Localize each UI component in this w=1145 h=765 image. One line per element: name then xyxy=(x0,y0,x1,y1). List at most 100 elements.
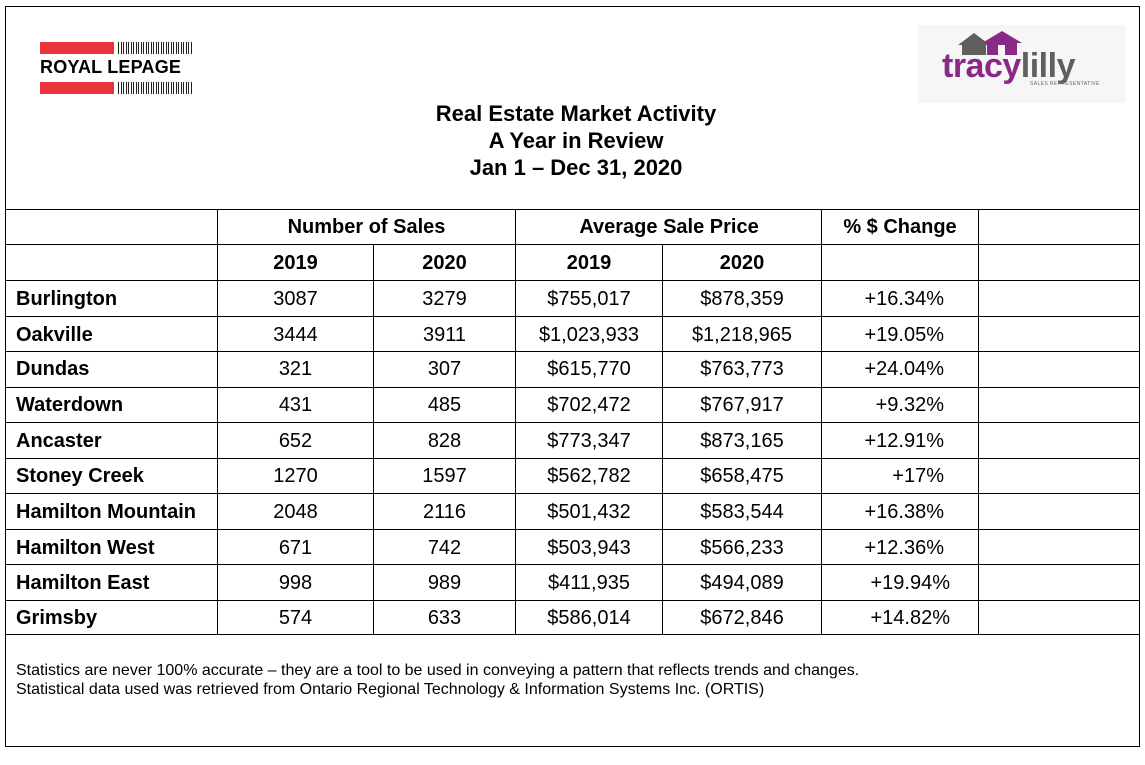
change-cell: +17% xyxy=(892,465,944,487)
price-2019-cell: $702,472 xyxy=(547,394,631,416)
sales-2019-cell: 1270 xyxy=(273,465,318,487)
footnotes: Statistics are never 100% accurate – the… xyxy=(16,661,859,699)
tracy-lilly-wordmark: tracylilly xyxy=(942,47,1075,86)
column-divider xyxy=(978,209,979,635)
header-price-2020: 2020 xyxy=(719,252,765,274)
document-frame xyxy=(5,6,1140,747)
column-divider xyxy=(662,244,663,635)
sales-2019-cell: 3444 xyxy=(273,324,318,346)
change-cell: +16.34% xyxy=(864,288,944,310)
price-2020-cell: $878,359 xyxy=(700,288,784,310)
change-cell: +14.82% xyxy=(870,607,950,629)
table-rule xyxy=(5,422,1140,423)
sales-2020-cell: 633 xyxy=(427,607,462,629)
change-cell: +9.32% xyxy=(875,394,944,416)
logo-barcode-bottom xyxy=(118,82,192,94)
city-name: Stoney Creek xyxy=(16,465,144,487)
city-name: Ancaster xyxy=(16,430,102,452)
table-rule xyxy=(5,493,1140,494)
price-2019-cell: $411,935 xyxy=(548,572,630,594)
sales-2020-cell: 828 xyxy=(427,430,462,452)
table-rule xyxy=(5,244,1140,245)
header-sales-2019: 2019 xyxy=(273,252,318,274)
price-2019-cell: $1,023,933 xyxy=(538,324,640,346)
header-sales-2020: 2020 xyxy=(422,252,467,274)
price-2019-cell: $562,782 xyxy=(547,465,631,487)
table-bottom-border xyxy=(5,634,1140,635)
sales-2019-cell: 431 xyxy=(278,394,313,416)
price-2020-cell: $1,218,965 xyxy=(691,324,793,346)
price-2020-cell: $767,917 xyxy=(700,394,784,416)
title-line-2: A Year in Review xyxy=(488,128,664,153)
sales-2019-cell: 3087 xyxy=(273,288,318,310)
sales-2020-cell: 3911 xyxy=(422,324,466,346)
column-divider xyxy=(217,209,218,635)
sales-2020-cell: 1597 xyxy=(422,465,467,487)
sales-2019-cell: 652 xyxy=(278,430,313,452)
city-name: Dundas xyxy=(16,358,90,380)
sales-2019-cell: 574 xyxy=(278,607,313,629)
change-cell: +12.91% xyxy=(864,430,944,452)
change-cell: +19.05% xyxy=(864,324,944,346)
sales-2020-cell: 989 xyxy=(427,572,462,594)
royal-lepage-logo-text: ROYAL LEPAGE xyxy=(40,57,182,77)
city-name: Hamilton East xyxy=(16,572,150,594)
table-rule xyxy=(5,387,1140,388)
sales-2020-cell: 3279 xyxy=(422,288,467,310)
tracy-lilly-logo: tracylilly SALES REPRESENTATIVE xyxy=(918,25,1126,103)
price-2020-cell: $873,165 xyxy=(700,430,784,452)
price-2020-cell: $494,089 xyxy=(700,572,784,594)
table-top-border xyxy=(5,209,1140,210)
logo-red-bar-bottom xyxy=(40,82,114,94)
footnote-accuracy: Statistics are never 100% accurate – the… xyxy=(16,662,860,679)
royal-lepage-logo: ROYAL LEPAGE xyxy=(40,40,192,94)
report-title: Real Estate Market Activity A Year in Re… xyxy=(376,100,776,181)
logo-subtitle: SALES REPRESENTATIVE xyxy=(1030,81,1100,87)
city-name: Hamilton West xyxy=(16,537,155,559)
title-line-3: Jan 1 – Dec 31, 2020 xyxy=(469,155,683,180)
table-rule xyxy=(5,600,1140,601)
city-name: Hamilton Mountain xyxy=(16,501,196,523)
table-rule xyxy=(5,316,1140,317)
header-average-sale-price: Average Sale Price xyxy=(579,216,759,238)
change-cell: +12.36% xyxy=(864,537,944,559)
change-cell: +19.94% xyxy=(870,572,950,594)
header-price-2019: 2019 xyxy=(566,252,612,274)
change-cell: +24.04% xyxy=(864,358,944,380)
sales-2020-cell: 485 xyxy=(427,394,462,416)
city-name: Waterdown xyxy=(16,394,124,416)
tracy-text: tracy xyxy=(942,47,1021,85)
lilly-text: lilly xyxy=(1020,47,1076,85)
price-2020-cell: $763,773 xyxy=(700,358,784,380)
change-cell: +16.38% xyxy=(864,501,944,523)
footnote-source: Statistical data used was retrieved from… xyxy=(16,681,765,698)
price-2019-cell: $501,432 xyxy=(547,501,631,523)
title-line-1: Real Estate Market Activity xyxy=(435,101,717,126)
sales-2020-cell: 742 xyxy=(427,537,462,559)
column-divider xyxy=(373,244,374,635)
table-rule xyxy=(5,564,1140,565)
sales-2020-cell: 307 xyxy=(427,358,462,380)
table-rule xyxy=(5,280,1140,281)
sales-2020-cell: 2116 xyxy=(422,501,466,523)
price-2019-cell: $773,347 xyxy=(547,430,631,452)
column-divider xyxy=(821,209,822,635)
logo-barcode-top xyxy=(118,42,192,54)
sales-2019-cell: 998 xyxy=(278,572,313,594)
price-2019-cell: $755,017 xyxy=(547,288,631,310)
price-2020-cell: $658,475 xyxy=(700,465,784,487)
price-2019-cell: $615,770 xyxy=(547,358,631,380)
city-name: Grimsby xyxy=(16,607,98,629)
price-2019-cell: $503,943 xyxy=(547,537,631,559)
header-percent-change: % $ Change xyxy=(843,216,957,238)
sales-2019-cell: 2048 xyxy=(273,501,318,523)
price-2020-cell: $566,233 xyxy=(700,537,784,559)
price-2020-cell: $583,544 xyxy=(700,501,784,523)
table-rule xyxy=(5,351,1140,352)
city-name: Oakville xyxy=(16,324,93,346)
table-rule xyxy=(5,458,1140,459)
header-number-of-sales: Number of Sales xyxy=(287,216,446,238)
table-rule xyxy=(5,529,1140,530)
price-2020-cell: $672,846 xyxy=(700,607,784,629)
logo-red-bar-top xyxy=(40,42,114,54)
